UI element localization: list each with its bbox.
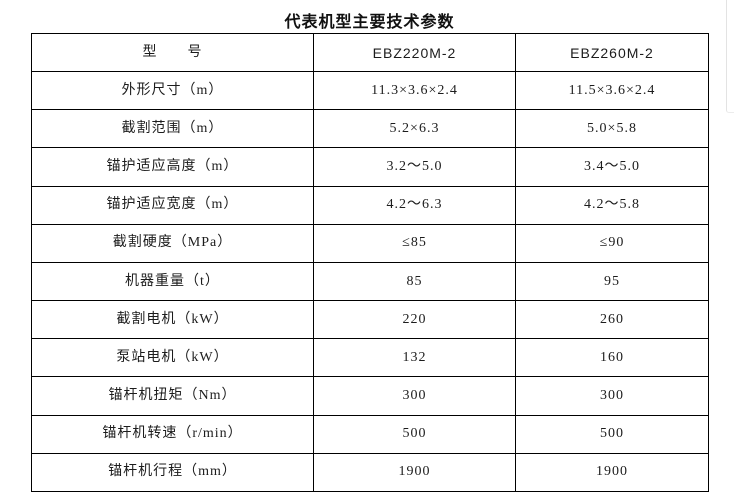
spec-table: 型 号 EBZ220M-2 EBZ260M-2 外形尺寸（m） 11.3×3.6… [31, 32, 709, 493]
table-row: 锚护适应高度（m） 3.2～5.0 3.4～5.0 [31, 147, 709, 187]
param-value: 1900 [515, 452, 709, 493]
param-label: 泵站电机（kW） [31, 338, 314, 378]
param-value: 500 [515, 414, 709, 454]
param-value: 95 [515, 261, 709, 302]
param-value: 3.2～5.0 [313, 147, 516, 187]
param-value: 4.2～6.3 [313, 185, 516, 225]
table-header-row: 型 号 EBZ220M-2 EBZ260M-2 [31, 32, 709, 73]
param-value: 5.2×6.3 [313, 109, 516, 149]
model-name-1: EBZ220M-2 [313, 32, 516, 73]
param-value: 300 [313, 376, 516, 416]
model-name-2: EBZ260M-2 [515, 32, 709, 73]
param-label: 锚杆机行程（mm） [31, 452, 314, 493]
param-label: 外形尺寸（m） [31, 71, 314, 111]
param-value: 300 [515, 376, 709, 416]
table-row: 外形尺寸（m） 11.3×3.6×2.4 11.5×3.6×2.4 [31, 71, 709, 111]
param-value: 11.3×3.6×2.4 [313, 71, 516, 111]
param-value: 11.5×3.6×2.4 [515, 71, 709, 111]
param-label: 截割硬度（MPa） [31, 223, 314, 263]
table-row: 锚杆机扭矩（Nm） 300 300 [31, 376, 709, 416]
param-value: ≤90 [515, 223, 709, 263]
param-label: 锚杆机扭矩（Nm） [31, 376, 314, 416]
param-value: 5.0×5.8 [515, 109, 709, 149]
param-label: 机器重量（t） [31, 261, 314, 302]
header-param-label: 型 号 [31, 32, 314, 73]
param-value: 500 [313, 414, 516, 454]
table-row: 锚护适应宽度（m） 4.2～6.3 4.2～5.8 [31, 185, 709, 225]
param-value: 220 [313, 300, 516, 340]
table-row: 泵站电机（kW） 132 160 [31, 338, 709, 378]
param-label: 锚护适应宽度（m） [31, 185, 314, 225]
param-value: 132 [313, 338, 516, 378]
param-value: 85 [313, 261, 516, 302]
param-label: 锚杆机转速（r/min） [31, 414, 314, 454]
param-value: 3.4～5.0 [515, 147, 709, 187]
param-value: 4.2～5.8 [515, 185, 709, 225]
param-label: 截割电机（kW） [31, 300, 314, 340]
param-label: 截割范围（m） [31, 109, 314, 149]
param-value: ≤85 [313, 223, 516, 263]
param-value: 1900 [313, 452, 516, 493]
page-title: 代表机型主要技术参数 [284, 14, 455, 31]
param-value: 160 [515, 338, 709, 378]
table-row: 截割电机（kW） 220 260 [31, 300, 709, 340]
table-row: 锚杆机转速（r/min） 500 500 [31, 414, 709, 454]
table-row: 锚杆机行程（mm） 1900 1900 [31, 452, 709, 493]
table-row: 机器重量（t） 85 95 [31, 261, 709, 302]
panel-corner-edge [726, 0, 734, 113]
param-label: 锚护适应高度（m） [31, 147, 314, 187]
param-value: 260 [515, 300, 709, 340]
table-row: 截割硬度（MPa） ≤85 ≤90 [31, 223, 709, 263]
table-row: 截割范围（m） 5.2×6.3 5.0×5.8 [31, 109, 709, 149]
